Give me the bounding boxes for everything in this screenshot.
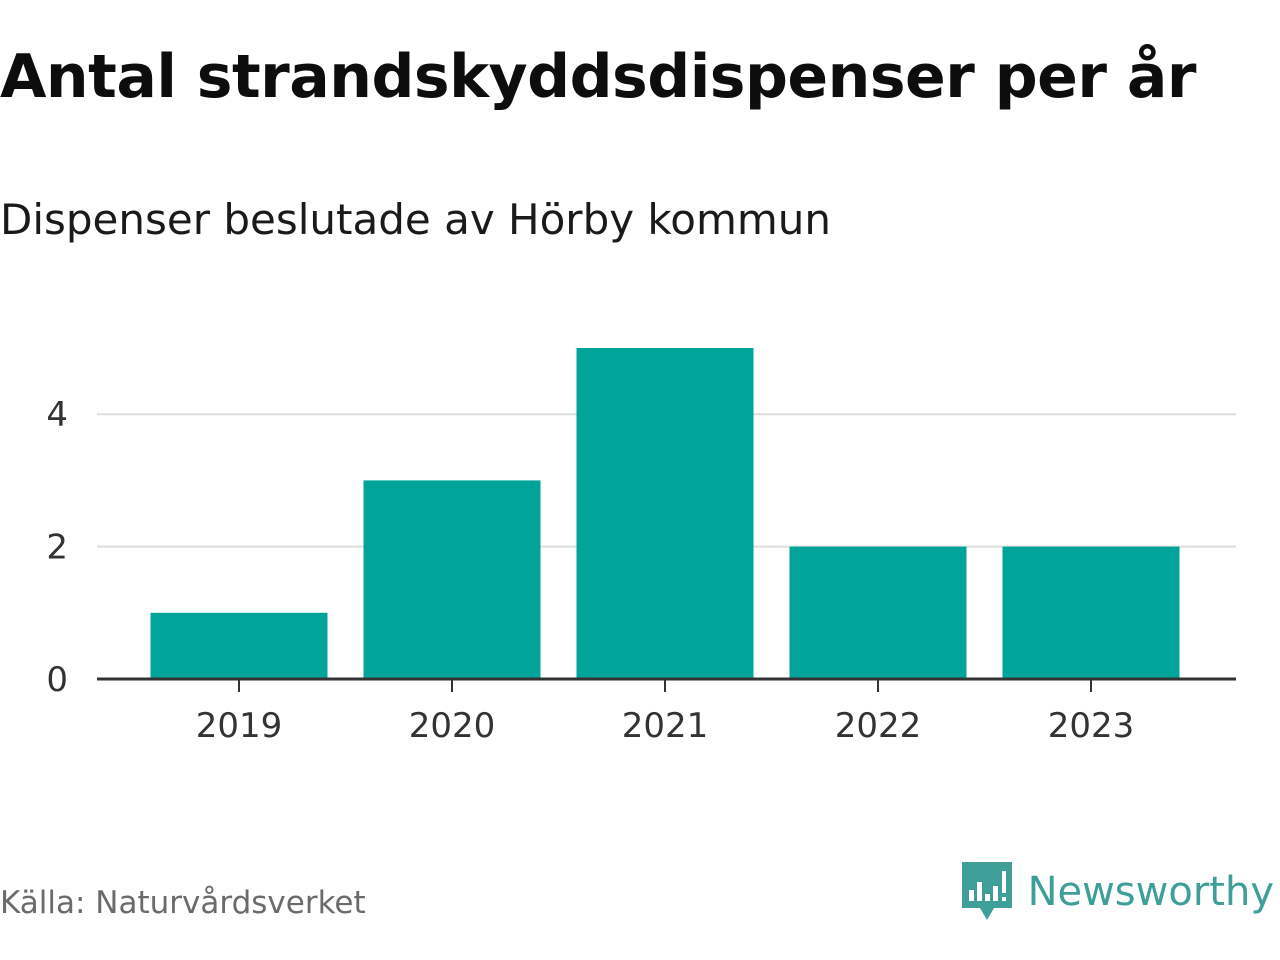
- axis-layer: 0 2 4 2019 2020 2021 2022 2023: [46, 395, 1236, 746]
- chart-subtitle: Dispenser beslutade av Hörby kommun: [0, 195, 832, 244]
- bar-2020: [363, 480, 541, 679]
- y-tick-label-2: 2: [46, 528, 68, 568]
- bar-layer: [150, 348, 1180, 679]
- x-tick-label-2019: 2019: [196, 706, 283, 746]
- brand-name: Newsworthy: [1027, 869, 1274, 915]
- x-tick-label-2021: 2021: [622, 706, 709, 746]
- y-tick-label-0: 0: [46, 660, 68, 700]
- chart-title: Antal strandskyddsdispenser per år: [0, 42, 1196, 112]
- bar-chart: 0 2 4 2019 2020 2021 2022 2023: [46, 348, 1236, 746]
- bar-2019: [150, 612, 328, 679]
- x-tick-label-2023: 2023: [1048, 706, 1135, 746]
- bar-2023: [1002, 546, 1180, 679]
- bar-2022: [789, 546, 967, 679]
- bar-chart-speech-bubble-icon: [961, 862, 1012, 920]
- x-tick-label-2020: 2020: [409, 706, 496, 746]
- x-tick-label-2022: 2022: [835, 706, 922, 746]
- y-tick-label-4: 4: [46, 395, 68, 435]
- source-note: Källa: Naturvårdsverket: [0, 885, 366, 921]
- brand-logo: Newsworthy: [961, 862, 1274, 922]
- bar-2021: [576, 348, 754, 679]
